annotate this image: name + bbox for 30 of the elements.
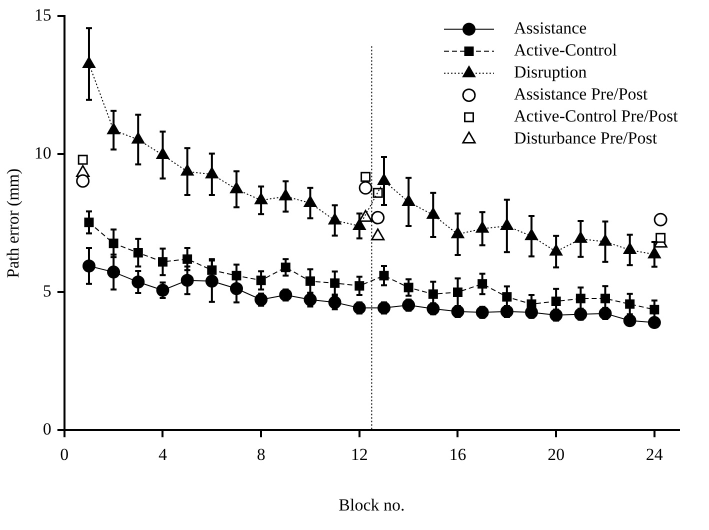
point	[371, 210, 385, 224]
x-tick-label: 0	[60, 444, 69, 464]
legend-label: Disturbance Pre/Post	[514, 128, 658, 148]
legend-label: Active-Control	[514, 40, 618, 60]
legend-label: Assistance	[514, 18, 587, 38]
point	[654, 212, 668, 226]
x-tick-label: 20	[548, 444, 565, 464]
x-tick-label: 12	[350, 444, 368, 464]
y-tick-label: 5	[42, 282, 52, 301]
legend-label: Active-Control Pre/Post	[514, 106, 678, 126]
point	[371, 228, 385, 240]
x-tick-label: 4	[158, 444, 168, 464]
point	[76, 174, 90, 188]
legend-label: Disruption	[514, 62, 588, 82]
y-tick-label: 0	[42, 420, 52, 439]
point	[623, 314, 636, 328]
point	[358, 210, 372, 222]
x-tick-label: 16	[449, 444, 466, 464]
y-tick-label: 10	[34, 144, 52, 163]
x-axis-title: Block no.	[338, 495, 405, 514]
legend-label: Assistance Pre/Post	[514, 84, 648, 104]
point	[358, 181, 372, 195]
point	[372, 188, 383, 198]
x-tick-label: 24	[646, 444, 664, 464]
y-tick-label: 15	[34, 6, 52, 25]
point	[360, 172, 371, 182]
x-tick-label: 8	[256, 444, 266, 464]
y-axis-title: Path error (mm)	[4, 168, 23, 278]
point	[648, 316, 661, 330]
point	[656, 232, 666, 243]
